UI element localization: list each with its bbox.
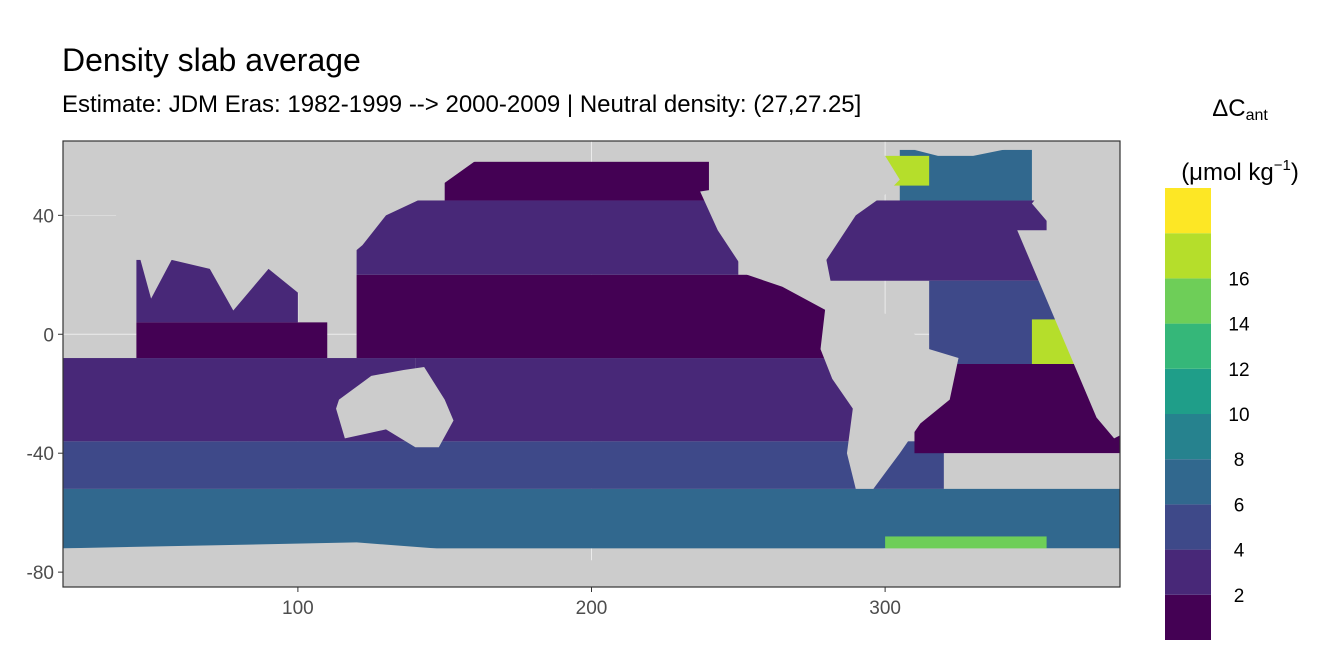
legend-label: 6 xyxy=(1234,495,1245,516)
legend-swatch xyxy=(1165,323,1211,369)
y-tick-label: 40 xyxy=(33,206,54,227)
land-greenland xyxy=(914,141,1018,156)
x-tick-label: 300 xyxy=(869,598,901,619)
legend-title-unit: (μmol kg−1) xyxy=(1181,157,1299,186)
legend-swatch xyxy=(1165,504,1211,550)
x-tick-label: 200 xyxy=(576,598,608,619)
heatmap-cell-equatorial-pacific xyxy=(356,274,827,359)
legend-label: 16 xyxy=(1228,269,1249,290)
x-tick-label: 100 xyxy=(282,598,314,619)
chart-title: Density slab average xyxy=(62,42,361,78)
y-tick-label: 0 xyxy=(43,325,54,346)
y-tick-label: -40 xyxy=(27,444,54,465)
heatmap-cell-subarctic-pacific xyxy=(444,161,709,201)
legend-swatch xyxy=(1165,459,1211,505)
legend-swatch xyxy=(1165,368,1211,414)
heatmap-cell-equatorial-indian xyxy=(136,322,328,359)
legend-swatch xyxy=(1165,414,1211,460)
land-australia xyxy=(336,366,454,448)
heatmap-cell-north-pacific xyxy=(356,200,739,275)
land-antarctica xyxy=(63,542,1120,587)
legend-swatch xyxy=(1165,188,1211,234)
heatmap-cell-west-south-pacific xyxy=(415,358,856,442)
legend-label: 4 xyxy=(1234,541,1245,562)
legend-label: 8 xyxy=(1234,450,1245,471)
legend-swatch xyxy=(1165,233,1211,279)
y-tick-label: -80 xyxy=(27,563,54,584)
chart-subtitle: Estimate: JDM Eras: 1982-1999 --> 2000-2… xyxy=(62,91,862,118)
land-africa xyxy=(1017,230,1120,439)
legend-title: ΔCant (μmol kg−1) xyxy=(1160,84,1320,198)
land-eurasia xyxy=(63,141,519,311)
legend-label: 12 xyxy=(1228,360,1249,381)
legend-label: 10 xyxy=(1228,405,1249,426)
land-south-america xyxy=(820,298,959,489)
legend-title-symbol: ΔCant xyxy=(1212,95,1268,124)
legend-label: 2 xyxy=(1234,586,1245,607)
land-north-america xyxy=(591,141,900,311)
legend-swatch xyxy=(1165,549,1211,595)
heatmap-cell-south-indian-pacific-subantarctic xyxy=(63,441,944,489)
heatmap-cell-north-atlantic xyxy=(826,200,1047,281)
legend-swatch xyxy=(1165,594,1211,640)
legend-label: 14 xyxy=(1228,315,1250,336)
land-europe xyxy=(1031,141,1120,228)
legend-swatch xyxy=(1165,278,1211,324)
